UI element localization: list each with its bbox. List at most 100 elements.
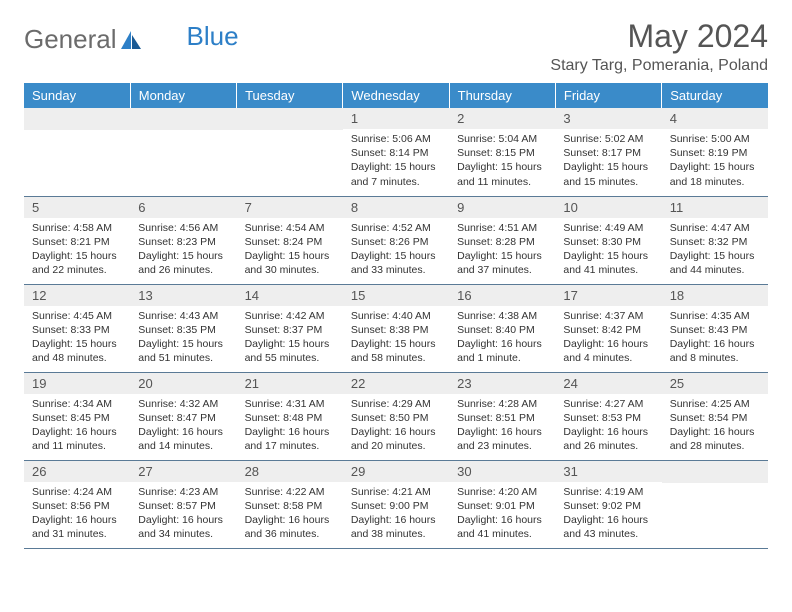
calendar-day-cell: 4Sunrise: 5:00 AMSunset: 8:19 PMDaylight… [662,108,768,196]
calendar-day-cell: 26Sunrise: 4:24 AMSunset: 8:56 PMDayligh… [24,460,130,548]
day-details: Sunrise: 4:51 AMSunset: 8:28 PMDaylight:… [449,218,555,284]
calendar-day-cell: 29Sunrise: 4:21 AMSunset: 9:00 PMDayligh… [343,460,449,548]
calendar-day-cell: 25Sunrise: 4:25 AMSunset: 8:54 PMDayligh… [662,372,768,460]
day-number: 26 [24,461,130,482]
day-details: Sunrise: 4:52 AMSunset: 8:26 PMDaylight:… [343,218,449,284]
day-number: 6 [130,197,236,218]
weekday-header: Sunday [24,83,130,108]
day-number: 5 [24,197,130,218]
weekday-header: Wednesday [343,83,449,108]
calendar-body: 1Sunrise: 5:06 AMSunset: 8:14 PMDaylight… [24,108,768,548]
day-details: Sunrise: 4:56 AMSunset: 8:23 PMDaylight:… [130,218,236,284]
empty-daynum [130,108,236,130]
day-number: 23 [449,373,555,394]
calendar-day-cell: 17Sunrise: 4:37 AMSunset: 8:42 PMDayligh… [555,284,661,372]
day-details: Sunrise: 4:34 AMSunset: 8:45 PMDaylight:… [24,394,130,460]
calendar-day-cell: 1Sunrise: 5:06 AMSunset: 8:14 PMDaylight… [343,108,449,196]
day-number: 20 [130,373,236,394]
empty-daynum [24,108,130,130]
day-number: 19 [24,373,130,394]
day-number: 13 [130,285,236,306]
day-details: Sunrise: 4:29 AMSunset: 8:50 PMDaylight:… [343,394,449,460]
day-number: 16 [449,285,555,306]
day-number: 21 [237,373,343,394]
calendar-day-cell: 31Sunrise: 4:19 AMSunset: 9:02 PMDayligh… [555,460,661,548]
calendar-day-cell: 8Sunrise: 4:52 AMSunset: 8:26 PMDaylight… [343,196,449,284]
day-details: Sunrise: 4:58 AMSunset: 8:21 PMDaylight:… [24,218,130,284]
calendar-day-cell: 10Sunrise: 4:49 AMSunset: 8:30 PMDayligh… [555,196,661,284]
day-details: Sunrise: 4:47 AMSunset: 8:32 PMDaylight:… [662,218,768,284]
calendar-day-cell: 16Sunrise: 4:38 AMSunset: 8:40 PMDayligh… [449,284,555,372]
calendar-day-cell: 9Sunrise: 4:51 AMSunset: 8:28 PMDaylight… [449,196,555,284]
day-number: 9 [449,197,555,218]
day-number: 17 [555,285,661,306]
day-details: Sunrise: 4:25 AMSunset: 8:54 PMDaylight:… [662,394,768,460]
calendar-day-cell: 2Sunrise: 5:04 AMSunset: 8:15 PMDaylight… [449,108,555,196]
day-number: 1 [343,108,449,129]
day-details: Sunrise: 4:31 AMSunset: 8:48 PMDaylight:… [237,394,343,460]
day-number: 2 [449,108,555,129]
weekday-header: Monday [130,83,236,108]
calendar-day-cell: 14Sunrise: 4:42 AMSunset: 8:37 PMDayligh… [237,284,343,372]
calendar-day-cell: 3Sunrise: 5:02 AMSunset: 8:17 PMDaylight… [555,108,661,196]
weekday-header: Friday [555,83,661,108]
calendar-day-cell [130,108,236,196]
day-number: 27 [130,461,236,482]
day-details: Sunrise: 4:22 AMSunset: 8:58 PMDaylight:… [237,482,343,548]
day-number: 25 [662,373,768,394]
day-number: 11 [662,197,768,218]
day-number: 30 [449,461,555,482]
day-number: 14 [237,285,343,306]
day-details: Sunrise: 5:02 AMSunset: 8:17 PMDaylight:… [555,129,661,195]
day-details: Sunrise: 4:38 AMSunset: 8:40 PMDaylight:… [449,306,555,372]
day-number: 18 [662,285,768,306]
empty-daynum [662,461,768,483]
day-number: 3 [555,108,661,129]
logo: General Blue [24,24,239,55]
calendar-week-row: 19Sunrise: 4:34 AMSunset: 8:45 PMDayligh… [24,372,768,460]
logo-text-2: Blue [187,21,239,52]
calendar-day-cell: 5Sunrise: 4:58 AMSunset: 8:21 PMDaylight… [24,196,130,284]
day-details: Sunrise: 4:23 AMSunset: 8:57 PMDaylight:… [130,482,236,548]
day-details: Sunrise: 4:37 AMSunset: 8:42 PMDaylight:… [555,306,661,372]
title-block: May 2024 Stary Targ, Pomerania, Poland [550,18,768,75]
day-details: Sunrise: 4:28 AMSunset: 8:51 PMDaylight:… [449,394,555,460]
day-number: 29 [343,461,449,482]
calendar-day-cell: 30Sunrise: 4:20 AMSunset: 9:01 PMDayligh… [449,460,555,548]
day-number: 12 [24,285,130,306]
day-details: Sunrise: 4:19 AMSunset: 9:02 PMDaylight:… [555,482,661,548]
calendar-day-cell: 7Sunrise: 4:54 AMSunset: 8:24 PMDaylight… [237,196,343,284]
day-number: 4 [662,108,768,129]
day-details: Sunrise: 4:42 AMSunset: 8:37 PMDaylight:… [237,306,343,372]
calendar-day-cell: 20Sunrise: 4:32 AMSunset: 8:47 PMDayligh… [130,372,236,460]
day-number: 28 [237,461,343,482]
day-details: Sunrise: 4:45 AMSunset: 8:33 PMDaylight:… [24,306,130,372]
calendar-day-cell: 22Sunrise: 4:29 AMSunset: 8:50 PMDayligh… [343,372,449,460]
calendar-day-cell: 23Sunrise: 4:28 AMSunset: 8:51 PMDayligh… [449,372,555,460]
calendar-day-cell: 21Sunrise: 4:31 AMSunset: 8:48 PMDayligh… [237,372,343,460]
calendar-day-cell: 11Sunrise: 4:47 AMSunset: 8:32 PMDayligh… [662,196,768,284]
calendar-week-row: 1Sunrise: 5:06 AMSunset: 8:14 PMDaylight… [24,108,768,196]
calendar-day-cell: 27Sunrise: 4:23 AMSunset: 8:57 PMDayligh… [130,460,236,548]
calendar-week-row: 12Sunrise: 4:45 AMSunset: 8:33 PMDayligh… [24,284,768,372]
page-header: General Blue May 2024 Stary Targ, Pomera… [24,18,768,75]
day-details: Sunrise: 5:06 AMSunset: 8:14 PMDaylight:… [343,129,449,195]
day-details: Sunrise: 4:40 AMSunset: 8:38 PMDaylight:… [343,306,449,372]
calendar-day-cell [24,108,130,196]
calendar-day-cell: 28Sunrise: 4:22 AMSunset: 8:58 PMDayligh… [237,460,343,548]
logo-text-1: General [24,24,117,55]
day-details: Sunrise: 4:24 AMSunset: 8:56 PMDaylight:… [24,482,130,548]
calendar-week-row: 26Sunrise: 4:24 AMSunset: 8:56 PMDayligh… [24,460,768,548]
calendar-week-row: 5Sunrise: 4:58 AMSunset: 8:21 PMDaylight… [24,196,768,284]
calendar-day-cell: 19Sunrise: 4:34 AMSunset: 8:45 PMDayligh… [24,372,130,460]
calendar-day-cell: 12Sunrise: 4:45 AMSunset: 8:33 PMDayligh… [24,284,130,372]
day-number: 31 [555,461,661,482]
calendar-day-cell [237,108,343,196]
day-details: Sunrise: 4:20 AMSunset: 9:01 PMDaylight:… [449,482,555,548]
weekday-header-row: SundayMondayTuesdayWednesdayThursdayFrid… [24,83,768,108]
weekday-header: Saturday [662,83,768,108]
weekday-header: Thursday [449,83,555,108]
day-details: Sunrise: 5:00 AMSunset: 8:19 PMDaylight:… [662,129,768,195]
calendar-day-cell: 13Sunrise: 4:43 AMSunset: 8:35 PMDayligh… [130,284,236,372]
day-details: Sunrise: 4:32 AMSunset: 8:47 PMDaylight:… [130,394,236,460]
